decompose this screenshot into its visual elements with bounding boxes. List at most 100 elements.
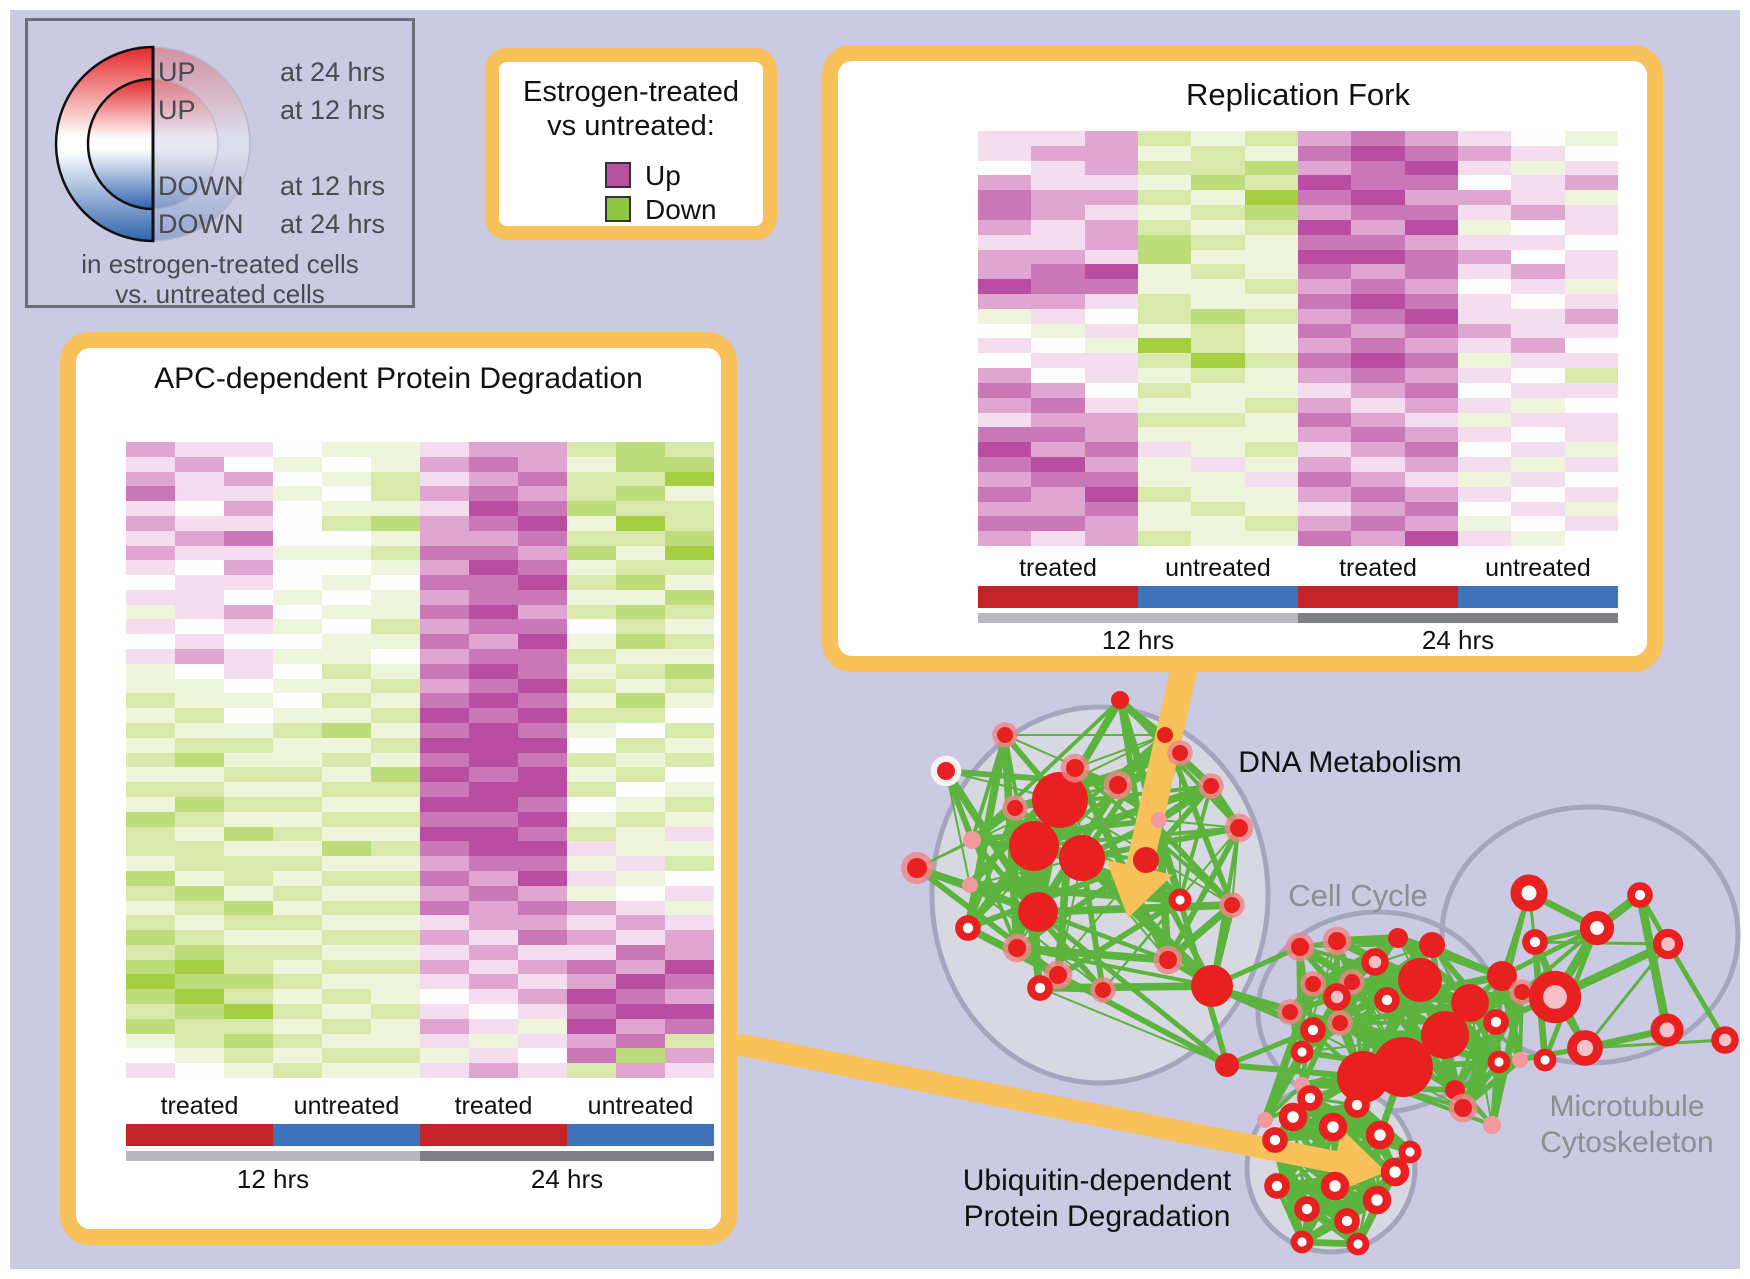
heatmap-cell <box>469 589 518 605</box>
degree-caption-line1: in estrogen-treated cells <box>81 249 359 279</box>
heatmap-cell <box>371 456 420 472</box>
heatmap-cell <box>420 870 469 886</box>
heatmap-cell <box>978 294 1032 309</box>
heatmap-cell <box>1351 427 1405 443</box>
heatmap-cell <box>420 486 469 502</box>
heatmap-cell <box>273 619 322 635</box>
heatmap-cell <box>1351 368 1405 383</box>
network-node <box>1159 951 1177 969</box>
heatmap-cell <box>1404 353 1458 369</box>
heatmap-cell <box>322 989 371 1005</box>
heatmap-cell <box>1511 219 1565 235</box>
heatmap-cell <box>420 752 469 768</box>
heatmap-cell <box>371 634 420 650</box>
network-node <box>1332 1015 1348 1031</box>
heatmap-cell <box>175 1063 224 1078</box>
heatmap-cell <box>469 619 518 635</box>
heatmap-cell <box>1457 471 1512 487</box>
heatmap-cell <box>469 1063 518 1078</box>
heatmap-cell <box>1404 219 1458 235</box>
heatmap-cell <box>1404 279 1458 295</box>
network-node <box>1032 772 1088 828</box>
heatmap-cell <box>1351 175 1405 191</box>
rf-treated-bar-24 <box>1298 586 1458 608</box>
heatmap-cell <box>978 249 1032 265</box>
heatmap-cell <box>1084 131 1138 146</box>
heatmap-cell <box>1564 131 1618 146</box>
heatmap-cell <box>224 678 273 694</box>
heatmap-cell <box>469 796 518 812</box>
heatmap-cell <box>518 634 567 650</box>
heatmap-cell <box>175 1048 224 1064</box>
heatmap-cell <box>1351 442 1405 458</box>
heatmap-cell <box>518 471 567 487</box>
heatmap-cell <box>1031 531 1085 546</box>
network-node <box>1230 819 1248 837</box>
heatmap-cell <box>665 486 714 502</box>
flow-arrow-shaft <box>734 1033 1343 1174</box>
heatmap-cell <box>126 486 175 502</box>
heatmap-cell <box>175 1033 224 1049</box>
heatmap-cell <box>371 501 420 516</box>
heatmap-cell <box>567 856 616 871</box>
heatmap-cell <box>1564 145 1618 161</box>
heatmap-cell <box>420 634 469 650</box>
heatmap-cell <box>567 1063 616 1078</box>
heatmap-cell <box>1137 279 1192 295</box>
heatmap-cell <box>126 471 175 487</box>
network-node <box>1191 965 1233 1007</box>
heatmap-cell <box>469 708 518 724</box>
heatmap-cell <box>518 456 567 472</box>
heatmap-cell <box>518 811 567 827</box>
heatmap-cell <box>322 944 371 960</box>
network-node <box>1262 1127 1288 1153</box>
heatmap-cell <box>1564 323 1618 339</box>
heatmap-cell <box>665 1004 714 1019</box>
heatmap-cell <box>175 974 224 990</box>
heatmap-cell <box>616 826 665 842</box>
heatmap-cell <box>175 634 224 650</box>
heatmap-cell <box>665 930 714 945</box>
network-node <box>1008 939 1026 957</box>
network-node <box>1224 897 1240 913</box>
network-node <box>1109 776 1127 794</box>
heatmap-cell <box>371 560 420 576</box>
heatmap-cell <box>1031 249 1085 265</box>
heatmap-cell <box>665 619 714 635</box>
heatmap-cell <box>518 900 567 916</box>
heatmap-cell <box>1191 427 1245 443</box>
network-edge <box>969 883 1169 962</box>
heatmap-cell <box>1137 323 1192 339</box>
heatmap-cell <box>1457 160 1512 176</box>
heatmap-cell <box>1031 234 1085 250</box>
heatmap-cell <box>126 693 175 709</box>
heatmap-cell <box>322 1033 371 1049</box>
heatmap-cell <box>1191 249 1245 265</box>
heatmap-cell <box>616 796 665 812</box>
heatmap-cell <box>469 856 518 871</box>
heatmap-cell <box>1084 308 1138 324</box>
heatmap-cell <box>371 811 420 827</box>
heatmap-cell <box>1297 338 1352 354</box>
rf-group-label-2: untreated <box>1165 554 1271 582</box>
heatmap-cell <box>518 530 567 546</box>
heatmap-cell <box>273 545 322 561</box>
network-node <box>1294 1196 1320 1222</box>
heatmap-cell <box>1084 353 1138 369</box>
heatmap-cell <box>1137 308 1192 324</box>
heatmap-cell <box>126 856 175 871</box>
heatmap-cell <box>1511 353 1565 369</box>
heatmap-cell <box>1457 457 1512 472</box>
heatmap-cell <box>126 782 175 797</box>
heatmap-cell <box>1031 457 1085 472</box>
heatmap-cell <box>1244 190 1298 206</box>
heatmap-cell <box>1564 486 1618 502</box>
heatmap-cell <box>665 959 714 975</box>
heatmap-cell <box>978 131 1032 146</box>
heatmap-cell <box>420 456 469 472</box>
heatmap-cell <box>1351 279 1405 295</box>
cluster-label-microtubule: Microtubule <box>1549 1090 1704 1123</box>
heatmap-cell <box>616 752 665 768</box>
rf-untreated-bar-12 <box>1138 586 1298 608</box>
heatmap-cell <box>1244 323 1298 339</box>
